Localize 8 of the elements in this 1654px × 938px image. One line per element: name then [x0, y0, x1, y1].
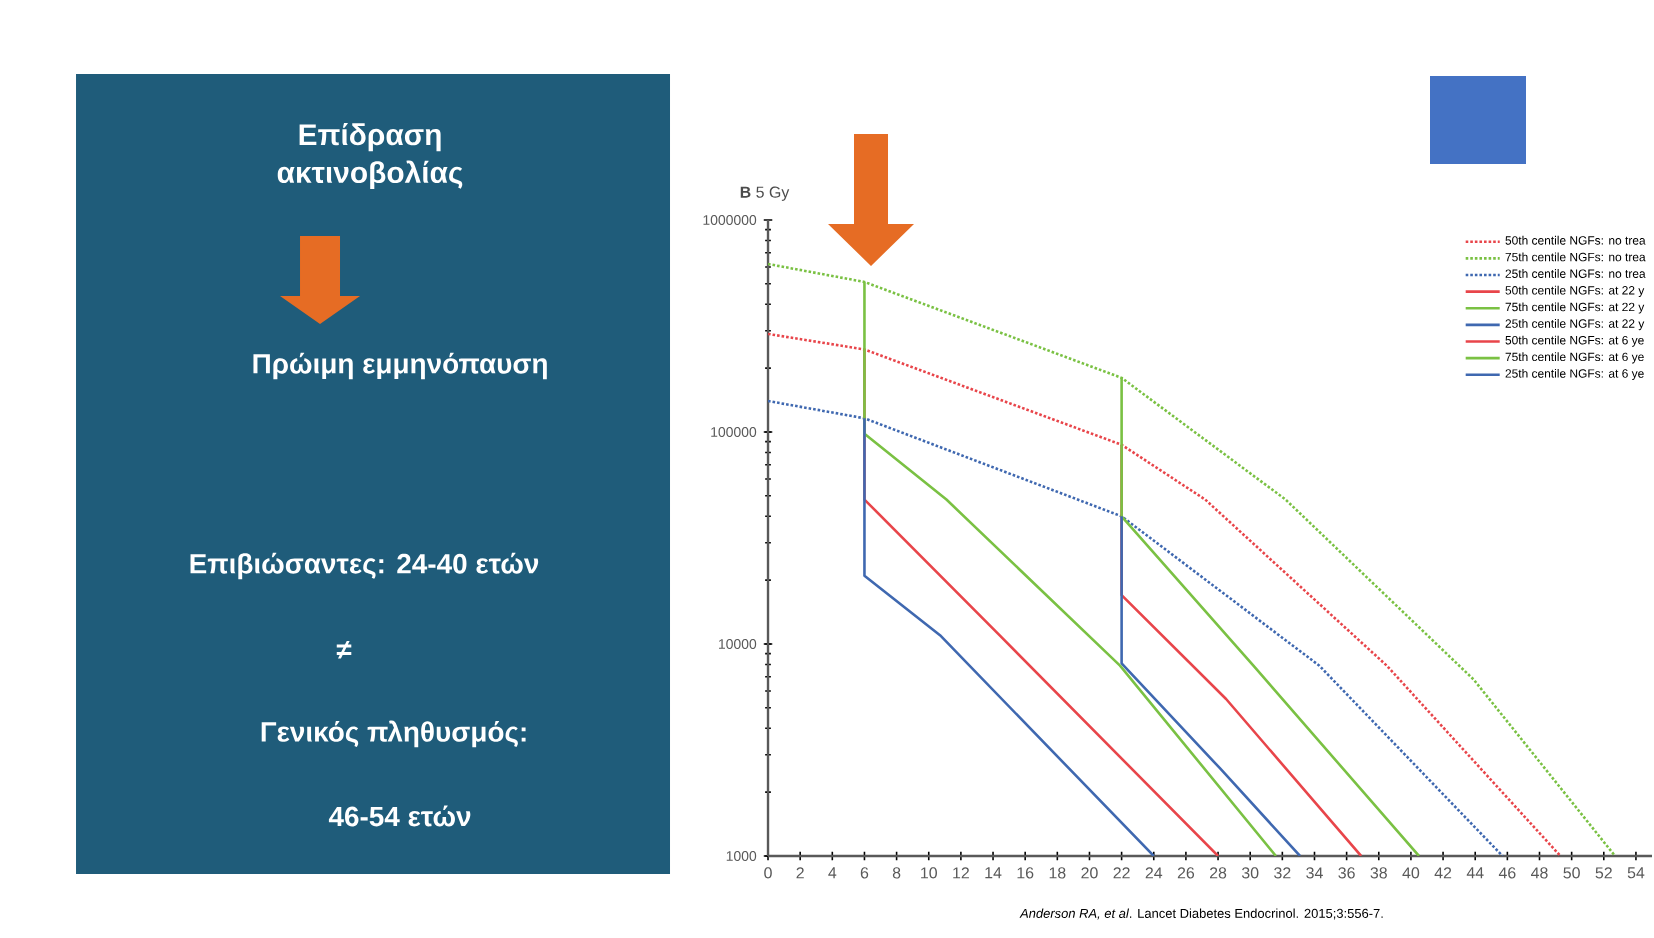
text: Επίδραση ακτινοβολίας	[277, 122, 463, 189]
text: ≠	[336, 640, 352, 659]
line-series	[768, 332, 1562, 856]
line-series	[768, 399, 1504, 856]
text: Γενικός πληθυσμός:	[261, 720, 526, 748]
text: Πρώιμη εμμηνόπαυση	[253, 352, 547, 380]
text: 46-54 ετών	[328, 805, 471, 827]
text: Επιβιώσαντες: 24-40 ετών	[190, 552, 539, 580]
